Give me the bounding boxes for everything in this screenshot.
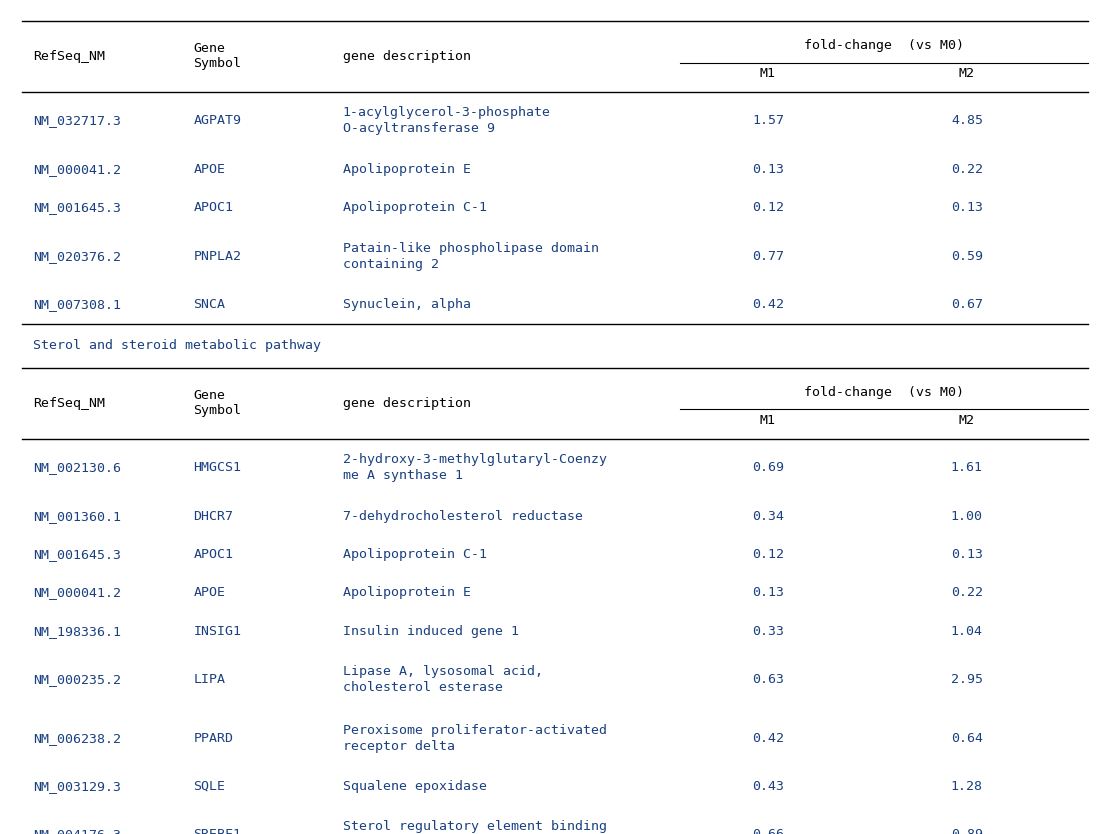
Text: Apolipoprotein E: Apolipoprotein E: [343, 163, 471, 176]
Text: PNPLA2: PNPLA2: [193, 249, 241, 263]
Text: AGPAT9: AGPAT9: [193, 114, 241, 128]
Text: 7-dehydrocholesterol reductase: 7-dehydrocholesterol reductase: [343, 510, 582, 523]
Text: 1.00: 1.00: [951, 510, 982, 523]
Text: 0.34: 0.34: [753, 510, 783, 523]
Text: 1-acylglycerol-3-phosphate
O-acyltransferase 9: 1-acylglycerol-3-phosphate O-acyltransfe…: [343, 107, 550, 135]
Text: 0.63: 0.63: [753, 673, 783, 686]
Text: M2: M2: [959, 414, 975, 427]
Text: HMGCS1: HMGCS1: [193, 461, 241, 475]
Text: Apolipoprotein E: Apolipoprotein E: [343, 586, 471, 600]
Text: 0.66: 0.66: [753, 828, 783, 834]
Text: fold-change  (vs M0): fold-change (vs M0): [804, 386, 964, 399]
Text: Sterol regulatory element binding
transcription factor 1: Sterol regulatory element binding transc…: [343, 821, 607, 834]
Text: 0.43: 0.43: [753, 780, 783, 793]
Text: NM_000041.2: NM_000041.2: [33, 586, 122, 600]
Text: 0.64: 0.64: [951, 731, 982, 745]
Text: 0.13: 0.13: [951, 201, 982, 214]
Text: NM_198336.1: NM_198336.1: [33, 625, 122, 638]
Text: 0.13: 0.13: [951, 548, 982, 561]
Text: 1.57: 1.57: [753, 114, 783, 128]
Text: Lipase A, lysosomal acid,
cholesterol esterase: Lipase A, lysosomal acid, cholesterol es…: [343, 666, 543, 694]
Text: 1.61: 1.61: [951, 461, 982, 475]
Text: NM_003129.3: NM_003129.3: [33, 780, 122, 793]
Text: 1.28: 1.28: [951, 780, 982, 793]
Text: APOE: APOE: [193, 163, 225, 176]
Text: 0.77: 0.77: [753, 249, 783, 263]
Text: INSIG1: INSIG1: [193, 625, 241, 638]
Text: 0.22: 0.22: [951, 586, 982, 600]
Text: Insulin induced gene 1: Insulin induced gene 1: [343, 625, 518, 638]
Text: 0.12: 0.12: [753, 201, 783, 214]
Text: 2.95: 2.95: [951, 673, 982, 686]
Text: NM_006238.2: NM_006238.2: [33, 731, 122, 745]
Text: SREBF1: SREBF1: [193, 828, 241, 834]
Text: 4.85: 4.85: [951, 114, 982, 128]
Text: SNCA: SNCA: [193, 298, 225, 311]
Text: NM_002130.6: NM_002130.6: [33, 461, 122, 475]
Text: gene description: gene description: [343, 50, 471, 63]
Text: 0.67: 0.67: [951, 298, 982, 311]
Text: Apolipoprotein C-1: Apolipoprotein C-1: [343, 201, 486, 214]
Text: APOC1: APOC1: [193, 548, 233, 561]
Text: Gene
Symbol: Gene Symbol: [193, 43, 241, 70]
Text: NM_020376.2: NM_020376.2: [33, 249, 122, 263]
Text: 0.13: 0.13: [753, 163, 783, 176]
Text: Synuclein, alpha: Synuclein, alpha: [343, 298, 471, 311]
Text: APOE: APOE: [193, 586, 225, 600]
Text: SQLE: SQLE: [193, 780, 225, 793]
Text: NM_004176.3: NM_004176.3: [33, 828, 122, 834]
Text: 0.59: 0.59: [951, 249, 982, 263]
Text: NM_000041.2: NM_000041.2: [33, 163, 122, 176]
Text: 0.13: 0.13: [753, 586, 783, 600]
Text: LIPA: LIPA: [193, 673, 225, 686]
Text: gene description: gene description: [343, 397, 471, 409]
Text: Peroxisome proliferator-activated
receptor delta: Peroxisome proliferator-activated recept…: [343, 724, 607, 752]
Text: 0.33: 0.33: [753, 625, 783, 638]
Text: 0.22: 0.22: [951, 163, 982, 176]
Text: 0.42: 0.42: [753, 298, 783, 311]
Text: M1: M1: [760, 414, 776, 427]
Text: 0.89: 0.89: [951, 828, 982, 834]
Text: M2: M2: [959, 67, 975, 80]
Text: APOC1: APOC1: [193, 201, 233, 214]
Text: NM_001645.3: NM_001645.3: [33, 201, 122, 214]
Text: NM_032717.3: NM_032717.3: [33, 114, 122, 128]
Text: Patain-like phospholipase domain
containing 2: Patain-like phospholipase domain contain…: [343, 242, 599, 270]
Text: fold-change  (vs M0): fold-change (vs M0): [804, 39, 964, 53]
Text: Sterol and steroid metabolic pathway: Sterol and steroid metabolic pathway: [33, 339, 322, 352]
Text: RefSeq_NM: RefSeq_NM: [33, 50, 105, 63]
Text: RefSeq_NM: RefSeq_NM: [33, 397, 105, 409]
Text: NM_000235.2: NM_000235.2: [33, 673, 122, 686]
Text: 0.42: 0.42: [753, 731, 783, 745]
Text: Apolipoprotein C-1: Apolipoprotein C-1: [343, 548, 486, 561]
Text: NM_001360.1: NM_001360.1: [33, 510, 122, 523]
Text: 1.04: 1.04: [951, 625, 982, 638]
Text: NM_001645.3: NM_001645.3: [33, 548, 122, 561]
Text: Squalene epoxidase: Squalene epoxidase: [343, 780, 486, 793]
Text: 0.12: 0.12: [753, 548, 783, 561]
Text: Gene
Symbol: Gene Symbol: [193, 389, 241, 417]
Text: M1: M1: [760, 67, 776, 80]
Text: 2-hydroxy-3-methylglutaryl-Coenzy
me A synthase 1: 2-hydroxy-3-methylglutaryl-Coenzy me A s…: [343, 454, 607, 482]
Text: PPARD: PPARD: [193, 731, 233, 745]
Text: NM_007308.1: NM_007308.1: [33, 298, 122, 311]
Text: DHCR7: DHCR7: [193, 510, 233, 523]
Text: 0.69: 0.69: [753, 461, 783, 475]
